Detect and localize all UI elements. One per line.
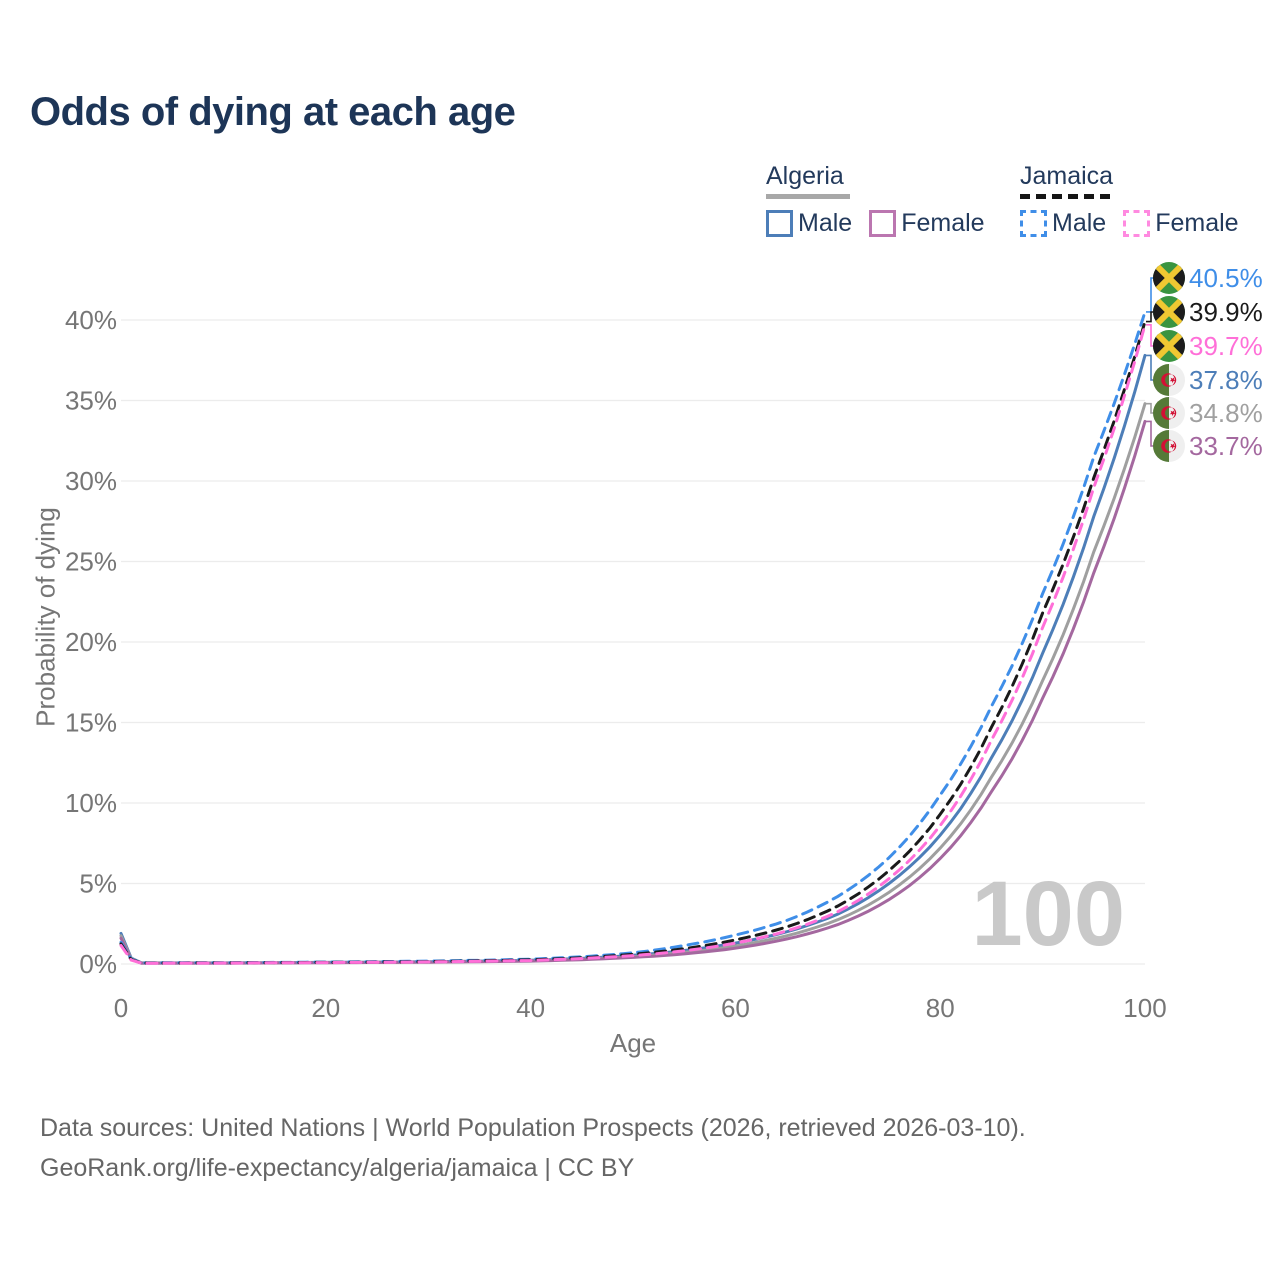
end-label-connector — [1146, 324, 1154, 347]
y-tick-label: 25% — [65, 547, 117, 577]
flag-icon-jamaica — [1153, 296, 1185, 328]
end-label-connector — [1146, 311, 1154, 323]
legend-country-label-jamaica[interactable]: Jamaica — [1020, 162, 1114, 190]
legend-item-label: Female — [1155, 209, 1239, 237]
flag-icon-jamaica — [1153, 330, 1185, 362]
end-value-label: 39.7% — [1189, 331, 1263, 361]
footer-data-sources: Data sources: United Nations | World Pop… — [40, 1114, 1026, 1142]
y-tick-label: 10% — [65, 788, 117, 818]
legend-line-style-sample-algeria — [766, 194, 850, 199]
chart-title: Odds of dying at each age — [30, 90, 516, 134]
legend-line-style-sample-jamaica — [1020, 194, 1110, 199]
y-axis-title: Probability of dying — [30, 507, 61, 727]
footer-attribution: GeoRank.org/life-expectancy/algeria/jama… — [40, 1154, 635, 1182]
flag-icon-algeria — [1153, 430, 1185, 462]
flag-icon-jamaica — [1153, 262, 1185, 294]
legend-swatch-icon — [1020, 210, 1047, 237]
x-axis-title: Age — [609, 1028, 657, 1058]
legend-item-jamaica-female[interactable]: Female — [1123, 209, 1239, 238]
legend-country-label-algeria[interactable]: Algeria — [766, 162, 844, 190]
legend-group-algeria: Algeria Male Female — [766, 162, 985, 238]
end-value-label: 40.5% — [1189, 263, 1263, 293]
legend-swatch-icon — [1123, 210, 1151, 237]
end-label-connector — [1146, 402, 1154, 414]
end-label-connector — [1146, 277, 1154, 313]
end-value-label: 37.8% — [1189, 365, 1263, 395]
x-tick-label: 100 — [1123, 993, 1166, 1023]
legend-item-label: Female — [901, 209, 985, 237]
age-watermark: 100 — [971, 863, 1126, 965]
legend-swatch-icon — [766, 210, 793, 237]
end-label-connector — [1146, 354, 1154, 381]
flag-icon-algeria — [1153, 397, 1185, 429]
end-label-connector — [1146, 420, 1154, 447]
x-tick-label: 80 — [926, 993, 955, 1023]
end-value-label: 34.8% — [1189, 398, 1263, 428]
legend-item-label: Male — [798, 209, 853, 237]
y-tick-label: 30% — [65, 466, 117, 496]
footer: Data sources: United Nations | World Pop… — [40, 1108, 1026, 1188]
legend-group-jamaica: Jamaica Male Female — [1020, 162, 1239, 238]
y-tick-label: 35% — [65, 386, 117, 416]
y-tick-label: 5% — [79, 869, 117, 899]
legend-item-algeria-female[interactable]: Female — [869, 209, 985, 238]
x-tick-label: 40 — [516, 993, 545, 1023]
y-tick-label: 40% — [65, 305, 117, 335]
x-tick-label: 0 — [114, 993, 128, 1023]
end-value-label: 33.7% — [1189, 431, 1263, 461]
legend-item-jamaica-male[interactable]: Male — [1020, 209, 1106, 238]
end-value-label: 39.9% — [1189, 297, 1263, 327]
x-tick-label: 60 — [721, 993, 750, 1023]
y-tick-label: 15% — [65, 708, 117, 738]
legend-item-algeria-male[interactable]: Male — [766, 209, 852, 238]
flag-icon-algeria — [1153, 364, 1185, 396]
x-tick-label: 20 — [311, 993, 340, 1023]
legend-swatch-icon — [869, 210, 897, 237]
y-tick-label: 0% — [79, 949, 117, 979]
legend-item-label: Male — [1052, 209, 1107, 237]
y-tick-label: 20% — [65, 627, 117, 657]
series-line-jamaica-female — [119, 323, 1147, 965]
